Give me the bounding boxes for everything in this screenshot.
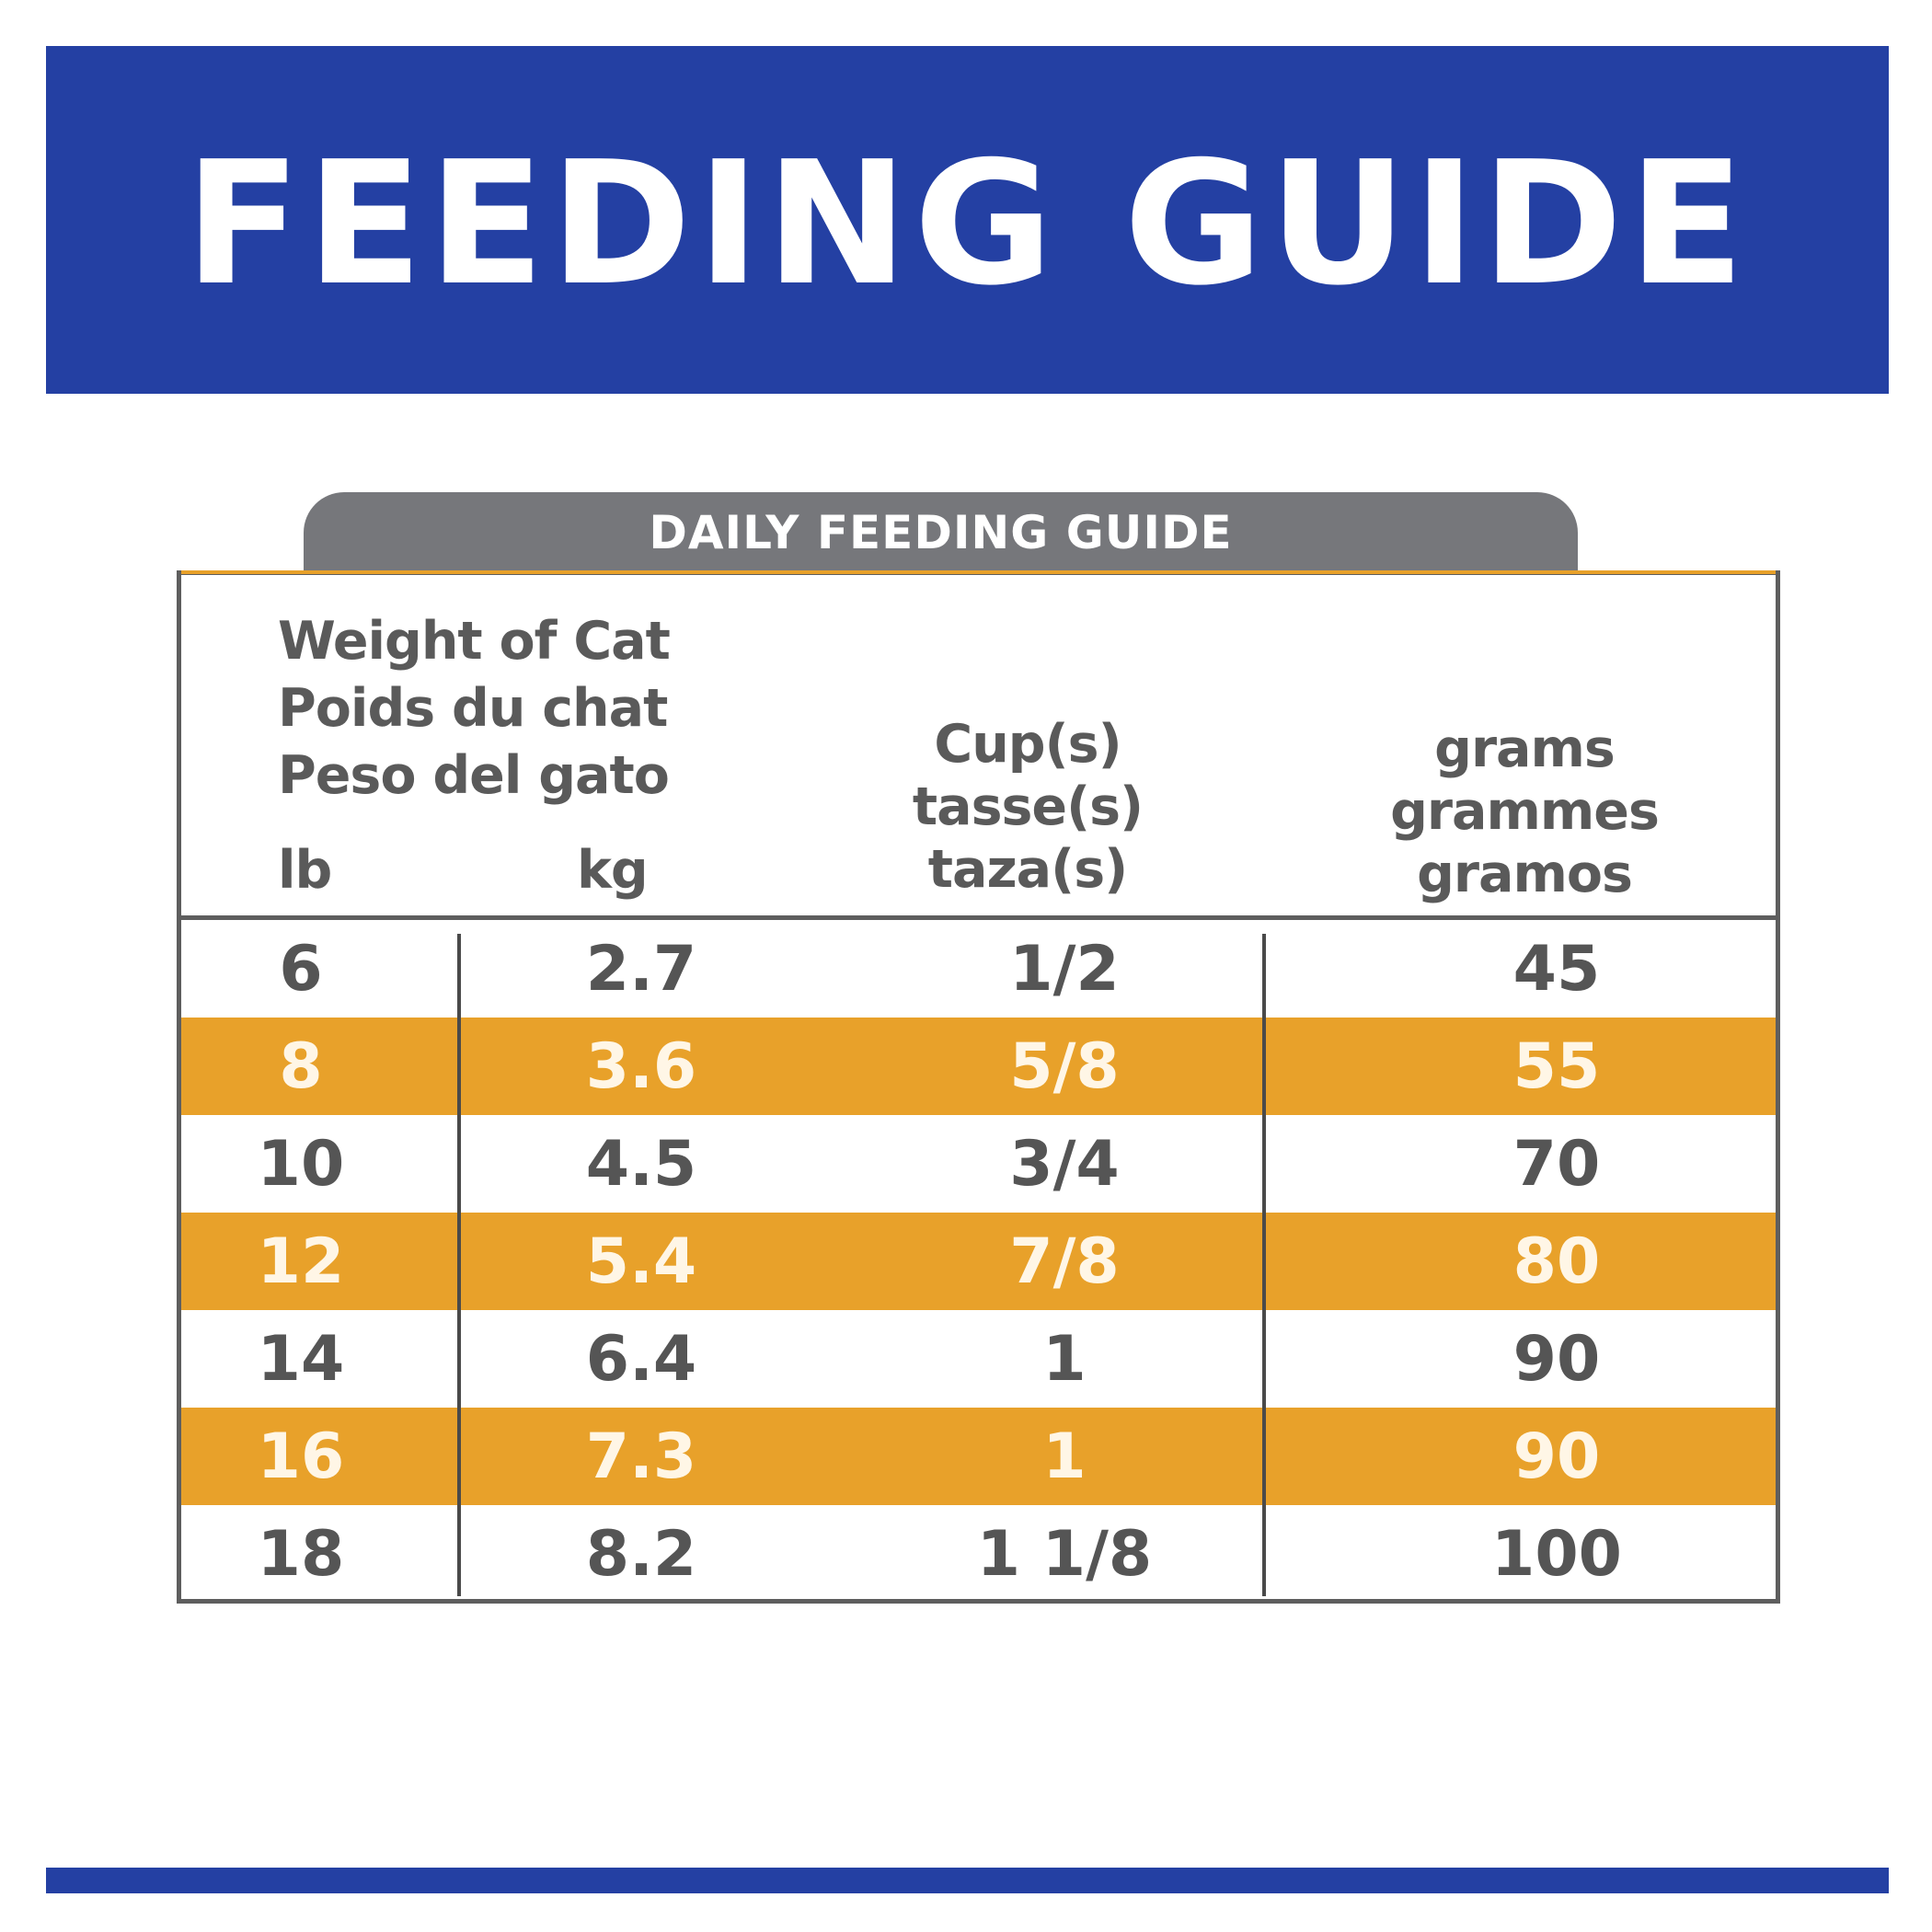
feeding-table: Weight of Cat Poids du chat Peso del gat… xyxy=(177,570,1780,1604)
cell-grams: 55 xyxy=(1512,1029,1601,1103)
grams-header-en: grams xyxy=(1434,719,1616,779)
table-tab-label: DAILY FEEDING GUIDE xyxy=(649,506,1233,559)
cell-cups: 1 1/8 xyxy=(976,1517,1153,1591)
weight-header-fr: Poids du chat xyxy=(278,678,668,739)
cell-kg: 5.4 xyxy=(585,1225,697,1298)
column-divider xyxy=(457,934,461,1596)
grams-header-es: gramos xyxy=(1417,844,1633,904)
page-title: FEEDING GUIDE xyxy=(184,123,1751,323)
cell-grams: 90 xyxy=(1512,1420,1601,1493)
cell-kg: 6.4 xyxy=(585,1322,697,1396)
cell-cups: 5/8 xyxy=(1009,1029,1120,1103)
weight-header-en: Weight of Cat xyxy=(278,611,671,672)
weight-header: Weight of Cat Poids du chat Peso del gat… xyxy=(278,608,671,810)
table-row: 14 6.4 1 90 xyxy=(181,1310,1776,1408)
cell-grams: 70 xyxy=(1512,1127,1601,1201)
cell-kg: 2.7 xyxy=(585,932,697,1006)
header-banner: FEEDING GUIDE xyxy=(46,46,1889,394)
weight-header-es: Peso del gato xyxy=(278,745,670,806)
cell-lb: 12 xyxy=(257,1225,345,1298)
cell-cups: 1 xyxy=(1042,1420,1087,1493)
table-row: 16 7.3 1 90 xyxy=(181,1408,1776,1505)
cell-grams: 100 xyxy=(1491,1517,1622,1591)
cell-cups: 1/2 xyxy=(1009,932,1120,1006)
cell-lb: 16 xyxy=(257,1420,345,1493)
cell-kg: 8.2 xyxy=(585,1517,697,1591)
cell-cups: 3/4 xyxy=(1009,1127,1120,1201)
cups-header-fr: tasse(s) xyxy=(912,776,1144,837)
cell-grams: 90 xyxy=(1512,1322,1601,1396)
cell-kg: 3.6 xyxy=(585,1029,697,1103)
table-row: 12 5.4 7/8 80 xyxy=(181,1213,1776,1310)
cell-lb: 8 xyxy=(279,1029,323,1103)
cell-lb: 6 xyxy=(279,932,323,1006)
table-row: 8 3.6 5/8 55 xyxy=(181,1018,1776,1115)
cell-kg: 4.5 xyxy=(585,1127,697,1201)
table-tab: DAILY FEEDING GUIDE xyxy=(304,492,1578,573)
table-row: 6 2.7 1/2 45 xyxy=(181,920,1776,1018)
cups-header-en: Cup(s) xyxy=(934,714,1121,775)
table-row: 18 8.2 1 1/8 100 xyxy=(181,1505,1776,1603)
unit-kg-header: kg xyxy=(577,840,649,901)
footer-bar xyxy=(46,1868,1889,1893)
cups-header-es: taza(s) xyxy=(927,839,1128,900)
cell-kg: 7.3 xyxy=(585,1420,697,1493)
table-body: 6 2.7 1/2 45 8 3.6 5/8 55 10 4.5 3/4 70 … xyxy=(181,920,1776,1603)
grams-header-fr: grammes xyxy=(1390,781,1660,842)
table-top-accent xyxy=(181,570,1776,574)
cell-grams: 45 xyxy=(1512,932,1601,1006)
column-divider xyxy=(1262,934,1266,1596)
cell-grams: 80 xyxy=(1512,1225,1601,1298)
cell-cups: 7/8 xyxy=(1009,1225,1120,1298)
cups-header: Cup(s) tasse(s) taza(s) xyxy=(844,713,1212,901)
cell-lb: 10 xyxy=(257,1127,345,1201)
unit-lb-header: lb xyxy=(278,840,332,901)
grams-header: grams grammes gramos xyxy=(1350,718,1699,905)
table-row: 10 4.5 3/4 70 xyxy=(181,1115,1776,1213)
table-header: Weight of Cat Poids du chat Peso del gat… xyxy=(181,575,1776,920)
cell-lb: 18 xyxy=(257,1517,345,1591)
cell-lb: 14 xyxy=(257,1322,345,1396)
cell-cups: 1 xyxy=(1042,1322,1087,1396)
